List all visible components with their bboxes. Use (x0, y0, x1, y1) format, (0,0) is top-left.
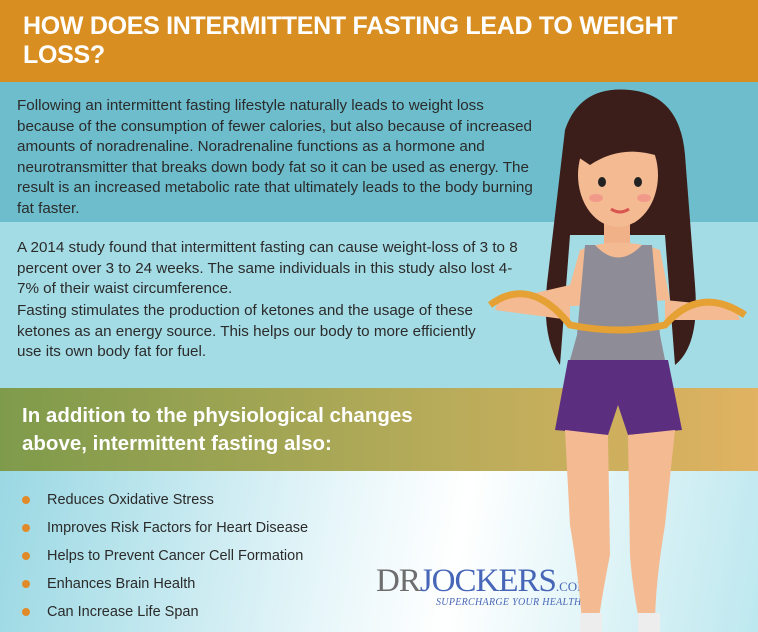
logo-tagline: SUPERCHARGE YOUR HEALTH (436, 597, 582, 608)
logo-dr: DR (376, 563, 421, 599)
bullet-icon (22, 524, 30, 532)
benefits-list: Reduces Oxidative Stress Improves Risk F… (22, 486, 308, 626)
benefit-label: Can Increase Life Span (47, 604, 199, 620)
page-title: HOW DOES INTERMITTENT FASTING LEAD TO WE… (0, 0, 758, 82)
benefit-label: Improves Risk Factors for Heart Disease (47, 520, 309, 536)
list-item: Can Increase Life Span (22, 598, 308, 626)
bullet-icon (22, 496, 30, 504)
woman-tape-measure-illustration (487, 89, 747, 632)
ketones-paragraph: Fasting stimulates the production of ket… (17, 302, 476, 361)
bullet-icon (22, 552, 30, 560)
study-paragraph: A 2014 study found that intermittent fas… (17, 239, 518, 298)
list-item: Reduces Oxidative Stress (22, 486, 308, 514)
benefit-label: Helps to Prevent Cancer Cell Formation (47, 548, 304, 564)
list-item: Enhances Brain Health (22, 570, 308, 598)
bullet-icon (22, 580, 30, 588)
list-item: Helps to Prevent Cancer Cell Formation (22, 542, 308, 570)
logo-jockers: JOCKERS (419, 563, 557, 599)
drjockers-logo: DRJOCKERS.COM SUPERCHARGE YOUR HEALTH (376, 563, 589, 608)
benefits-heading: In addition to the physiological changes… (22, 404, 413, 455)
bullet-icon (22, 608, 30, 616)
list-item: Improves Risk Factors for Heart Disease (22, 514, 308, 542)
benefit-label: Enhances Brain Health (47, 576, 196, 592)
intro-paragraph: Following an intermittent fasting lifest… (17, 97, 533, 217)
benefit-label: Reduces Oxidative Stress (47, 492, 214, 508)
